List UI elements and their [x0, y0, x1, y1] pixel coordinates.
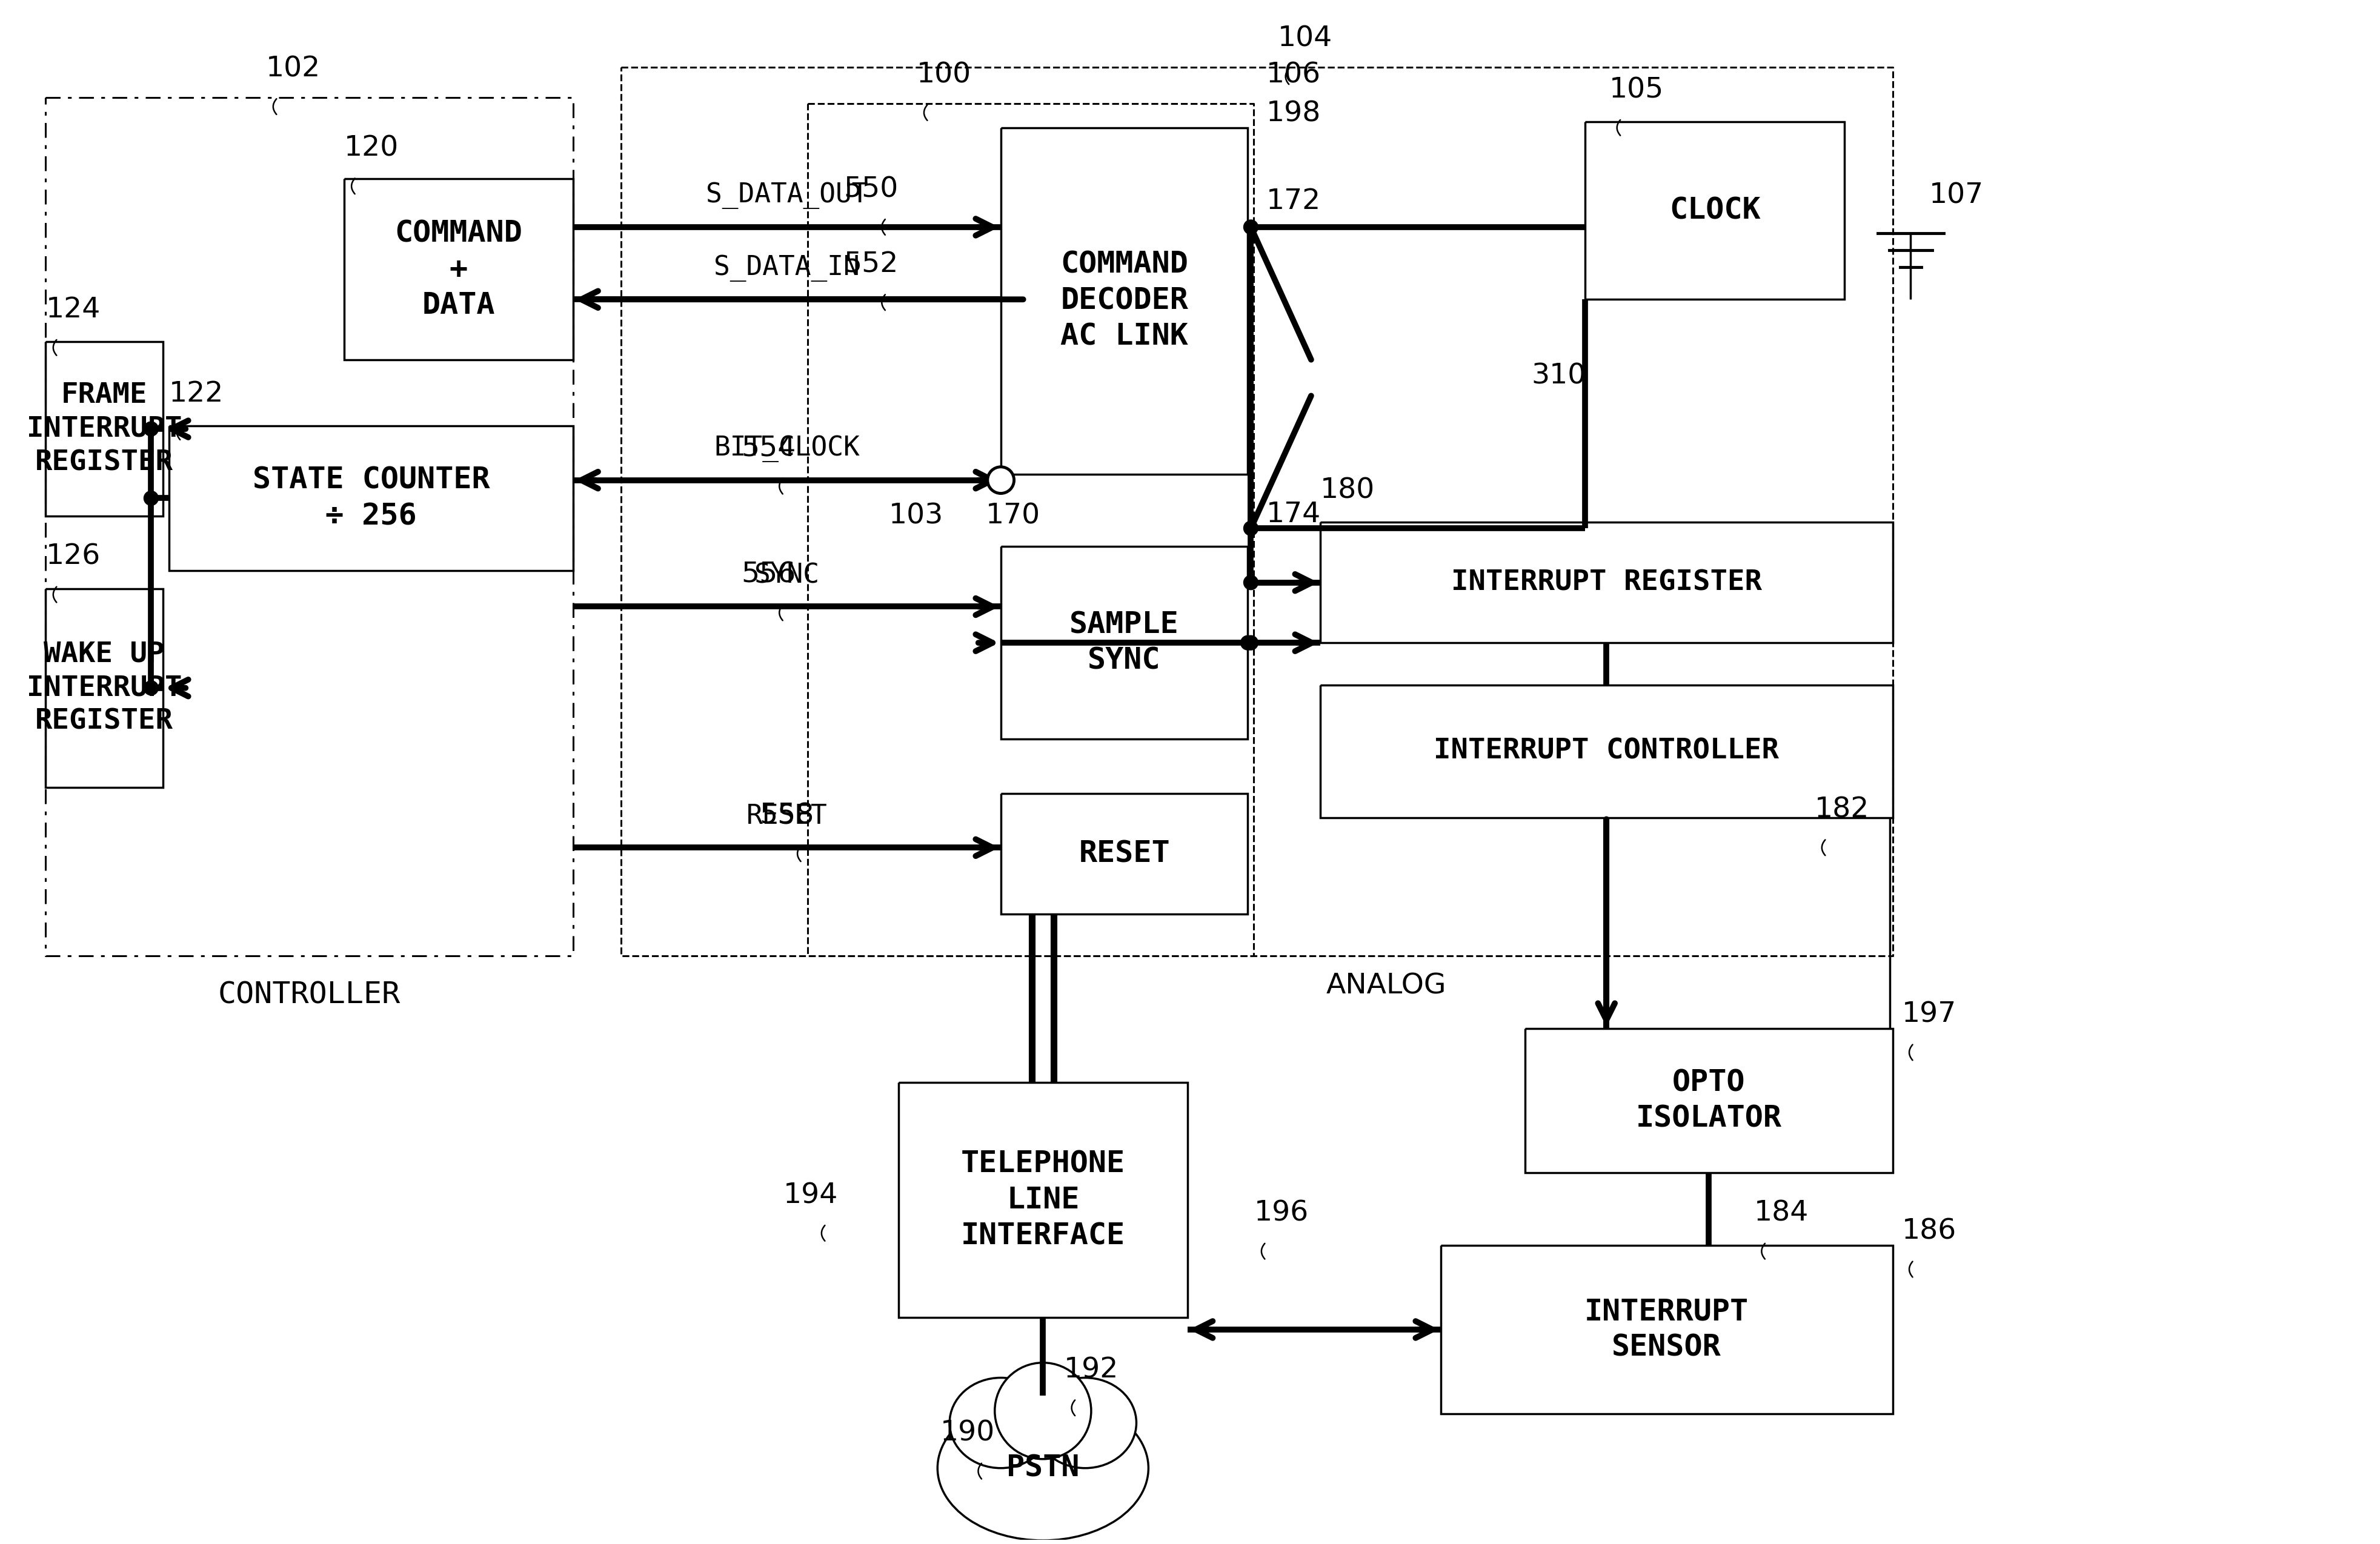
Text: 170: 170 — [985, 502, 1040, 530]
Circle shape — [143, 491, 159, 505]
Text: 100: 100 — [916, 62, 971, 88]
Text: 552: 552 — [843, 252, 897, 278]
Ellipse shape — [995, 1363, 1090, 1459]
Text: 190: 190 — [940, 1420, 995, 1447]
Ellipse shape — [1033, 1377, 1135, 1468]
Text: 194: 194 — [783, 1181, 838, 1209]
Text: 184: 184 — [1754, 1200, 1809, 1227]
Text: INTERRUPT CONTROLLER: INTERRUPT CONTROLLER — [1433, 738, 1780, 764]
Circle shape — [1245, 520, 1259, 536]
Text: 558: 558 — [759, 803, 814, 829]
Text: RESET: RESET — [747, 803, 828, 829]
Text: SYNC: SYNC — [754, 562, 819, 588]
Text: 172: 172 — [1266, 188, 1321, 215]
Text: FRAME
INTERRUPT
REGISTER: FRAME INTERRUPT REGISTER — [26, 381, 181, 476]
Text: PSTN: PSTN — [1007, 1453, 1081, 1482]
Circle shape — [988, 466, 1014, 494]
Text: TELEPHONE
LINE
INTERFACE: TELEPHONE LINE INTERFACE — [962, 1149, 1126, 1251]
Text: ANALOG: ANALOG — [1326, 973, 1447, 1001]
Text: 104: 104 — [1278, 25, 1333, 52]
Text: 182: 182 — [1814, 797, 1868, 823]
Text: INTERRUPT
SENSOR: INTERRUPT SENSOR — [1585, 1297, 1749, 1362]
Text: 174: 174 — [1266, 502, 1321, 528]
Text: 103: 103 — [888, 502, 942, 530]
Text: 196: 196 — [1254, 1200, 1309, 1227]
Text: S_DATA_IN: S_DATA_IN — [714, 255, 859, 281]
Circle shape — [1245, 219, 1259, 235]
Text: 197: 197 — [1902, 1001, 1956, 1028]
Circle shape — [143, 422, 159, 435]
Text: 102: 102 — [267, 56, 321, 82]
Text: WAKE UP
INTERRUPT
REGISTER: WAKE UP INTERRUPT REGISTER — [26, 641, 181, 735]
Text: INTERRUPT REGISTER: INTERRUPT REGISTER — [1452, 568, 1761, 596]
Text: CONTROLLER: CONTROLLER — [217, 980, 400, 1010]
Text: 122: 122 — [169, 380, 224, 408]
Circle shape — [1245, 636, 1259, 650]
Text: BIT_CLOCK: BIT_CLOCK — [714, 435, 859, 462]
Text: OPTO
ISOLATOR: OPTO ISOLATOR — [1635, 1068, 1783, 1133]
Text: 107: 107 — [1928, 182, 1983, 208]
Text: 105: 105 — [1609, 76, 1664, 103]
Text: RESET: RESET — [1078, 838, 1171, 868]
Text: 556: 556 — [740, 562, 795, 588]
Text: 124: 124 — [45, 296, 100, 324]
Ellipse shape — [950, 1377, 1052, 1468]
Text: S_DATA_OUT: S_DATA_OUT — [707, 182, 869, 210]
Text: 554: 554 — [740, 435, 795, 462]
Text: COMMAND
DECODER
AC LINK: COMMAND DECODER AC LINK — [1061, 250, 1188, 350]
Text: COMMAND
+
DATA: COMMAND + DATA — [395, 219, 521, 320]
Text: CLOCK: CLOCK — [1668, 196, 1761, 225]
Text: 192: 192 — [1064, 1357, 1119, 1383]
Text: 120: 120 — [345, 134, 397, 162]
Circle shape — [143, 681, 159, 695]
Text: 198: 198 — [1266, 100, 1321, 128]
Text: 310: 310 — [1530, 363, 1585, 389]
Text: 180: 180 — [1321, 477, 1376, 505]
Text: 186: 186 — [1902, 1218, 1956, 1244]
Text: 106: 106 — [1266, 62, 1321, 88]
Circle shape — [1245, 576, 1259, 590]
Text: STATE COUNTER
÷ 256: STATE COUNTER ÷ 256 — [252, 466, 490, 531]
Text: 126: 126 — [45, 543, 100, 570]
Text: 550: 550 — [843, 176, 897, 202]
Text: SAMPLE
SYNC: SAMPLE SYNC — [1069, 610, 1178, 675]
Circle shape — [1240, 636, 1254, 650]
